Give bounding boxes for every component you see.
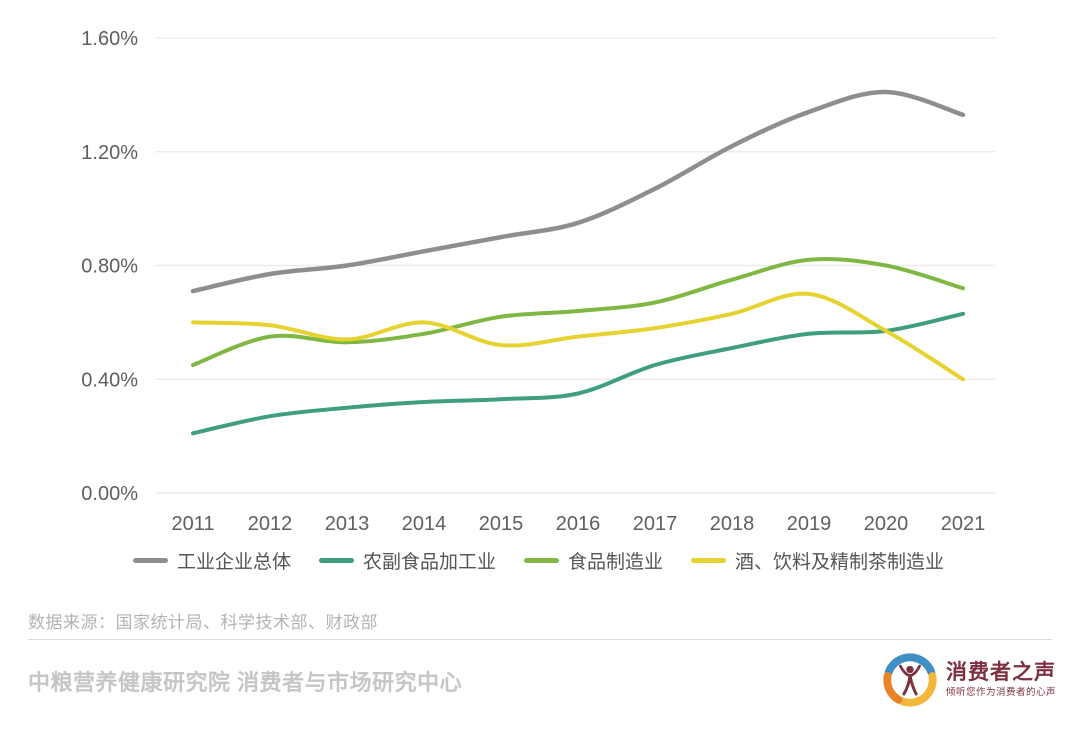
x-axis-year-label: 2015	[479, 513, 524, 535]
series-line-3	[191, 291, 965, 382]
x-axis-year-label: 2012	[248, 513, 293, 535]
legend-label: 酒、饮料及精制茶制造业	[735, 552, 945, 573]
legend-item-3: 酒、饮料及精制茶制造业	[691, 547, 944, 574]
x-axis-year-label: 2017	[633, 513, 678, 535]
consumer-voice-logo-icon	[883, 653, 937, 707]
x-axis-year-label: 2016	[556, 513, 601, 535]
chart-legend: 工业企业总体 农副食品加工业 食品制造业 酒、饮料及精制茶制造业	[133, 547, 944, 574]
consumer-voice-logo: 消费者之声 倾听您作为消费者的心声	[882, 652, 1056, 708]
x-axis-year-label: 2018	[710, 513, 755, 535]
series-line-1	[191, 311, 965, 436]
x-axis-year-label: 2013	[325, 513, 370, 535]
legend-label: 食品制造业	[568, 552, 664, 573]
y-axis-tick-label: 0.00%	[81, 483, 138, 505]
organization-title: 中粮营养健康研究院 消费者与市场研究中心	[28, 670, 463, 695]
logo-tagline: 倾听您作为消费者的心声	[945, 687, 1056, 699]
line-chart: 0.00% 0.40% 0.80% 1.20% 1.60% 2011 2012 2013 201…	[81, 28, 995, 535]
x-axis-year-label: 2020	[864, 513, 909, 535]
series-line-2	[191, 257, 965, 368]
series-line-0	[190, 89, 966, 294]
x-axis-year-label: 2021	[941, 513, 986, 535]
legend-item-2: 食品制造业	[524, 547, 663, 574]
logo-text-block: 消费者之声 倾听您作为消费者的心声	[946, 661, 1056, 699]
legend-swatch	[691, 558, 727, 563]
data-source-note: 数据来源：国家统计局、科学技术部、财政部	[28, 613, 378, 632]
x-axis-year-label: 2014	[402, 513, 447, 535]
legend-label: 农副食品加工业	[363, 552, 497, 573]
x-axis-year-label: 2011	[171, 513, 214, 535]
y-axis-tick-label: 1.20%	[81, 142, 138, 164]
legend-label: 工业企业总体	[177, 552, 292, 573]
x-axis-year-label: 2019	[787, 513, 832, 535]
legend-swatch	[319, 558, 355, 563]
legend-swatch	[524, 558, 560, 563]
y-axis-tick-label: 1.60%	[81, 28, 138, 50]
logo-title: 消费者之声	[945, 660, 1056, 684]
footer-divider	[28, 639, 1052, 640]
legend-item-0: 工业企业总体	[133, 547, 291, 574]
legend-swatch	[133, 558, 168, 563]
y-axis-tick-label: 0.40%	[81, 369, 138, 391]
y-axis-tick-label: 0.80%	[81, 256, 138, 278]
legend-item-1: 农副食品加工业	[319, 547, 496, 574]
